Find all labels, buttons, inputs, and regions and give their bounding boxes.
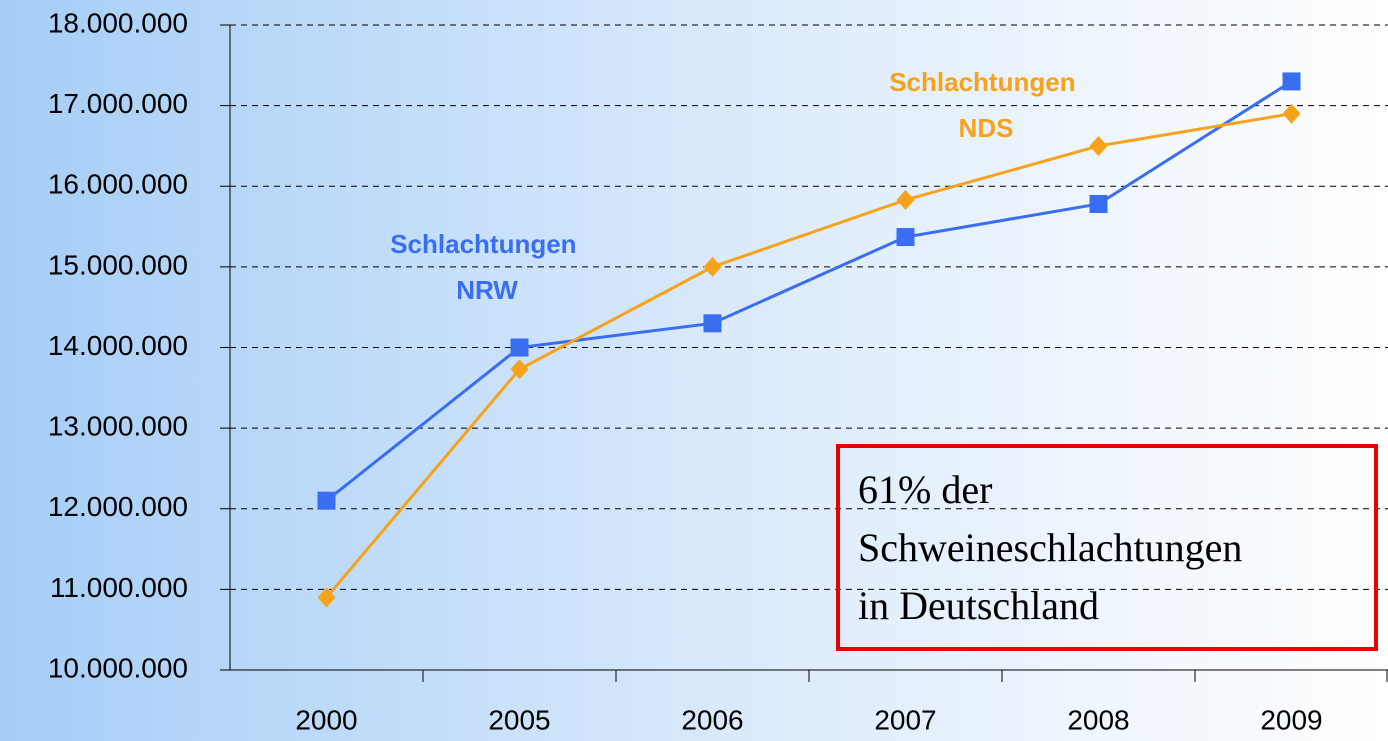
marker [1282,72,1301,91]
marker [510,359,529,380]
series-label: Schlachtungen NDS [889,67,1083,143]
x-tick-label: 2000 [295,704,357,735]
marker [1282,103,1301,124]
y-tick-label: 16.000.000 [48,169,188,200]
marker [703,314,722,333]
y-tick-label: 12.000.000 [48,491,188,522]
marker [317,491,336,510]
marker [510,338,529,357]
marker [896,228,915,247]
y-tick-label: 17.000.000 [48,88,188,119]
marker [1089,194,1108,213]
series-label: Schlachtungen NRW [390,229,584,305]
x-tick-label: 2007 [874,704,936,735]
x-tick-label: 2008 [1067,704,1129,735]
y-tick-label: 11.000.000 [50,572,188,603]
series-line [325,112,1292,599]
series-line [325,80,1293,502]
marker [896,189,915,210]
y-tick-label: 18.000.000 [48,7,188,38]
y-tick-label: 15.000.000 [48,249,188,280]
x-tick-label: 2009 [1260,704,1322,735]
y-tick-label: 14.000.000 [48,330,188,361]
y-tick-label: 10.000.000 [48,652,188,683]
x-tick-label: 2005 [488,704,550,735]
annotation-text: 61% der [858,467,992,512]
marker [703,256,722,277]
y-tick-label: 13.000.000 [48,411,188,442]
marker [1089,135,1108,156]
annotation-text: in Deutschland [858,583,1099,628]
marker [317,587,336,608]
annotation-text: Schweineschlachtungen [858,525,1242,570]
x-tick-label: 2006 [681,704,743,735]
annotation-box [836,444,1378,651]
